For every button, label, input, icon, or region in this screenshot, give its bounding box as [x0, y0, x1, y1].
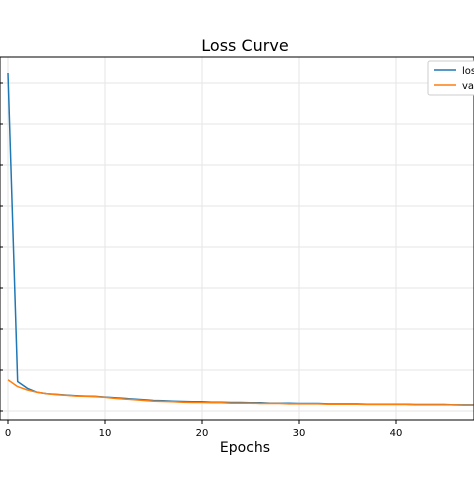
series-line-va: [7, 379, 474, 406]
legend-label-va: va: [462, 81, 474, 92]
x-tick-label: 30: [293, 428, 306, 439]
series-line-los: [7, 72, 474, 406]
x-tick-label: 10: [99, 428, 112, 439]
x-tick-label: 0: [5, 428, 11, 439]
x-axis-label: Epochs: [220, 440, 270, 456]
x-axis-ticks: 0 10 20 30 40: [0, 82, 403, 439]
chart-title: Loss Curve: [201, 36, 288, 55]
legend-label-los: los: [462, 66, 474, 77]
grid: [0, 57, 474, 420]
x-tick-label: 20: [196, 428, 209, 439]
x-tick-label: 40: [390, 428, 403, 439]
series-layer: [7, 72, 474, 406]
plot-frame: [0, 56, 474, 421]
legend: los va: [427, 60, 474, 96]
